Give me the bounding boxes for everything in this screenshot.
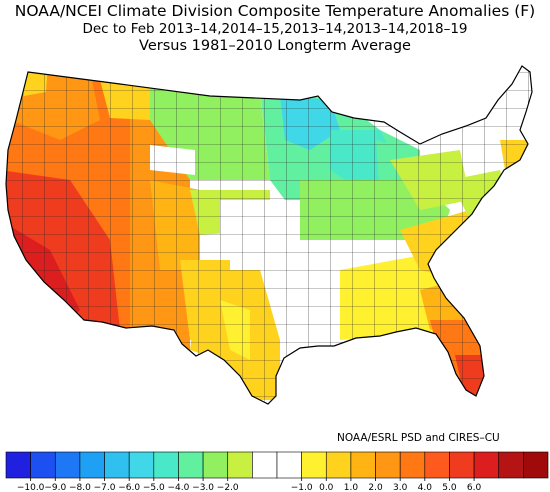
legend-swatch [30, 451, 56, 479]
legend-swatch [350, 451, 376, 479]
legend-label: 3.0 [393, 483, 408, 492]
legend-swatch [424, 451, 450, 479]
legend-label: 6.0 [467, 483, 482, 492]
legend-swatch [523, 451, 549, 479]
legend-swatch [178, 451, 204, 479]
legend-swatch [252, 451, 278, 479]
legend-label: 4.0 [418, 483, 433, 492]
legend-swatch [128, 451, 155, 479]
legend-swatch [54, 451, 81, 479]
map-title: NOAA/NCEI Climate Division Composite Tem… [14, 2, 536, 20]
legend-label: 2.0 [368, 483, 383, 492]
legend-swatch [202, 451, 229, 479]
legend-label: −4.0 [168, 483, 190, 492]
legend-swatch [227, 451, 253, 479]
legend-swatch [276, 451, 302, 479]
legend-swatch [375, 451, 401, 479]
legend-label: 5.0 [442, 483, 457, 492]
us-anomaly-map [5, 65, 533, 405]
us-outline [5, 65, 533, 405]
legend-swatch [79, 451, 105, 479]
legend-swatch [449, 451, 475, 479]
legend-swatch [399, 451, 426, 479]
map-period: Dec to Feb 2013–14,2014–15,2013–14,2013–… [82, 21, 468, 37]
legend-swatch [498, 451, 524, 479]
credit-text: NOAA/ESRL PSD and CIRES–CU [337, 432, 500, 444]
legend-label: −6.0 [118, 483, 140, 492]
legend-swatch [153, 451, 179, 479]
legend-label: −2.0 [217, 483, 239, 492]
legend-label: −9.0 [44, 483, 66, 492]
legend-label: 1.0 [344, 483, 359, 492]
legend-label: −10.0 [17, 483, 45, 492]
legend-label: −1.0 [291, 483, 313, 492]
legend-swatch [5, 451, 31, 479]
map-baseline: Versus 1981–2010 Longterm Average [139, 38, 411, 54]
legend-label: −8.0 [69, 483, 91, 492]
color-scale-legend: −10.0 −9.0 −8.0 −7.0 −6.0 −5.0 −4.0 −3.0 −2.0 −1.… [5, 451, 549, 492]
legend-label: −7.0 [94, 483, 116, 492]
legend-swatch [473, 451, 500, 479]
legend-swatch [301, 451, 327, 479]
legend-label: −5.0 [143, 483, 165, 492]
legend-swatch [104, 451, 130, 479]
legend-label: −3.0 [192, 483, 214, 492]
legend-label: 0.0 [319, 483, 334, 492]
legend-swatch [325, 451, 352, 479]
